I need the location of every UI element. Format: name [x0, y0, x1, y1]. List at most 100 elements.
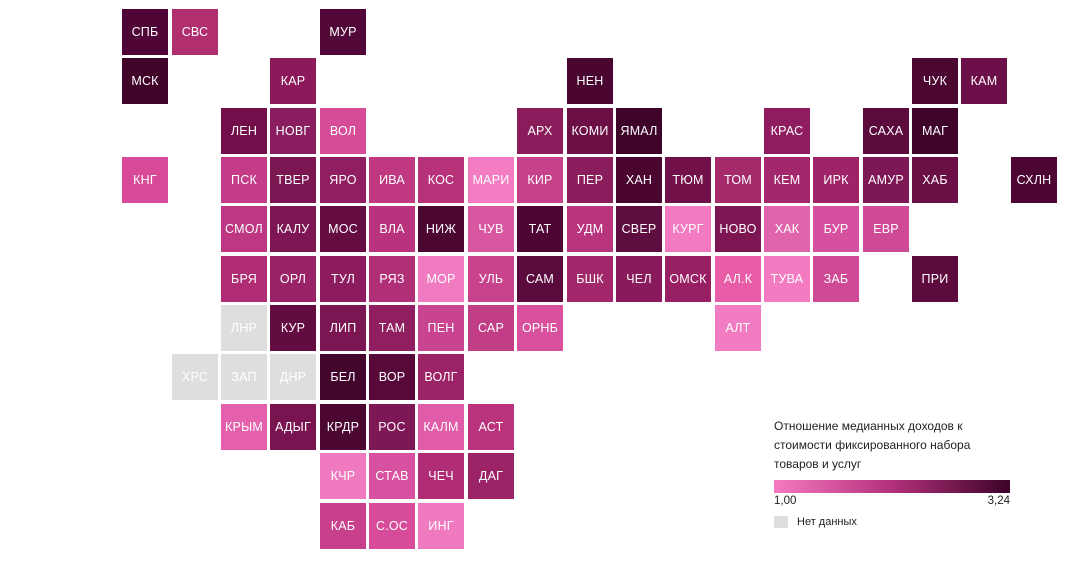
region-tile: ИВА — [369, 157, 415, 203]
region-tile: ЧЕЧ — [418, 453, 464, 499]
region-tile: КОМИ — [567, 108, 613, 154]
region-label: ХАН — [625, 173, 653, 187]
region-tile: ВЛА — [369, 206, 415, 252]
region-label: ПЕН — [427, 321, 455, 335]
region-tile: ЛЕН — [221, 108, 267, 154]
region-tile: ТЮМ — [665, 157, 711, 203]
region-label: МУР — [329, 25, 357, 39]
region-tile: ОМСК — [665, 256, 711, 302]
region-label: ЧУВ — [478, 222, 504, 236]
region-label: ПЕР — [576, 173, 604, 187]
region-tile: САМ — [517, 256, 563, 302]
region-label: НОВГ — [275, 124, 311, 138]
region-tile: НИЖ — [418, 206, 464, 252]
region-label: МСК — [131, 74, 159, 88]
region-label: ХАК — [774, 222, 800, 236]
region-tile: ТОМ — [715, 157, 761, 203]
region-tile: ЗАП — [221, 354, 267, 400]
region-label: СМОЛ — [225, 222, 263, 236]
region-tile: СХЛН — [1011, 157, 1057, 203]
region-label: УЛЬ — [478, 272, 504, 286]
region-label: КОМИ — [571, 124, 609, 138]
region-label: СПБ — [131, 25, 159, 39]
region-label: ЧЕЛ — [626, 272, 652, 286]
region-tile: КАЛМ — [418, 404, 464, 450]
region-label: САМ — [525, 272, 555, 286]
region-label: НИЖ — [425, 222, 457, 236]
region-label: ТВЕР — [276, 173, 310, 187]
region-tile: АЛТ — [715, 305, 761, 351]
region-tile: ЗАБ — [813, 256, 859, 302]
legend-max-label: 3,24 — [987, 495, 1010, 507]
region-tile: КАР — [270, 58, 316, 104]
region-label: НЕН — [576, 74, 604, 88]
region-label: АЛ.К — [723, 272, 753, 286]
legend-color-scale — [774, 480, 1010, 493]
region-tile: ХАН — [616, 157, 662, 203]
region-label: ПРИ — [921, 272, 949, 286]
region-tile: КИР — [517, 157, 563, 203]
region-label: МОС — [328, 222, 358, 236]
region-tile: МУР — [320, 9, 366, 55]
region-tile: КРЫМ — [221, 404, 267, 450]
region-label: ИРК — [823, 173, 849, 187]
region-tile: ХАБ — [912, 157, 958, 203]
region-label: ТАТ — [528, 222, 552, 236]
region-label: КАЛМ — [423, 420, 459, 434]
region-tile: ТУЛ — [320, 256, 366, 302]
region-tile: КНГ — [122, 157, 168, 203]
region-label: АЛТ — [725, 321, 751, 335]
region-tile: МОР — [418, 256, 464, 302]
region-tile: АСТ — [468, 404, 514, 450]
region-tile: МСК — [122, 58, 168, 104]
nodata-label: Нет данных — [797, 516, 857, 528]
region-label: ВЛА — [379, 222, 405, 236]
legend-scale-labels: 1,00 3,24 — [774, 493, 1010, 509]
region-label: ХАБ — [922, 173, 948, 187]
region-tile: ВОР — [369, 354, 415, 400]
region-label: КОС — [427, 173, 455, 187]
region-label: РОС — [378, 420, 406, 434]
region-tile: С.ОС — [369, 503, 415, 549]
region-label: ОРЛ — [279, 272, 307, 286]
nodata-swatch — [774, 516, 788, 528]
legend-title: Отношение медианных доходов к стоимости … — [774, 419, 971, 471]
region-tile: ДАГ — [468, 453, 514, 499]
region-tile: АМУР — [863, 157, 909, 203]
region-tile: ВОЛ — [320, 108, 366, 154]
region-label: АРХ — [527, 124, 553, 138]
region-label: КРАС — [770, 124, 804, 138]
region-label: КЕМ — [773, 173, 801, 187]
region-label: КРДР — [326, 420, 360, 434]
region-label: ЧЕЧ — [428, 469, 454, 483]
region-tile: ТУВА — [764, 256, 810, 302]
region-tile: МАРИ — [468, 157, 514, 203]
region-label: ДАГ — [478, 469, 504, 483]
region-tile: СВЕР — [616, 206, 662, 252]
region-tile: КАБ — [320, 503, 366, 549]
region-tile: САХА — [863, 108, 909, 154]
region-label: УДМ — [576, 222, 604, 236]
region-tile: КЧР — [320, 453, 366, 499]
region-tile: НЕН — [567, 58, 613, 104]
region-tile: ПЕН — [418, 305, 464, 351]
region-label: ВОЛ — [329, 124, 357, 138]
region-tile: СВС — [172, 9, 218, 55]
region-tile: ДНР — [270, 354, 316, 400]
region-tile: АДЫГ — [270, 404, 316, 450]
region-tile: СТАВ — [369, 453, 415, 499]
region-label: ТОМ — [724, 173, 752, 187]
region-tile: БРЯ — [221, 256, 267, 302]
region-label: ЧУК — [922, 74, 948, 88]
region-tile: АРХ — [517, 108, 563, 154]
region-tile: БШК — [567, 256, 613, 302]
region-tile: КОС — [418, 157, 464, 203]
region-tile: РОС — [369, 404, 415, 450]
legend-nodata: Нет данных — [774, 516, 857, 528]
region-tile: ЧЕЛ — [616, 256, 662, 302]
region-label: СВС — [181, 25, 209, 39]
region-tile: МОС — [320, 206, 366, 252]
region-tile: ЧУВ — [468, 206, 514, 252]
region-label: ВОР — [378, 370, 406, 384]
